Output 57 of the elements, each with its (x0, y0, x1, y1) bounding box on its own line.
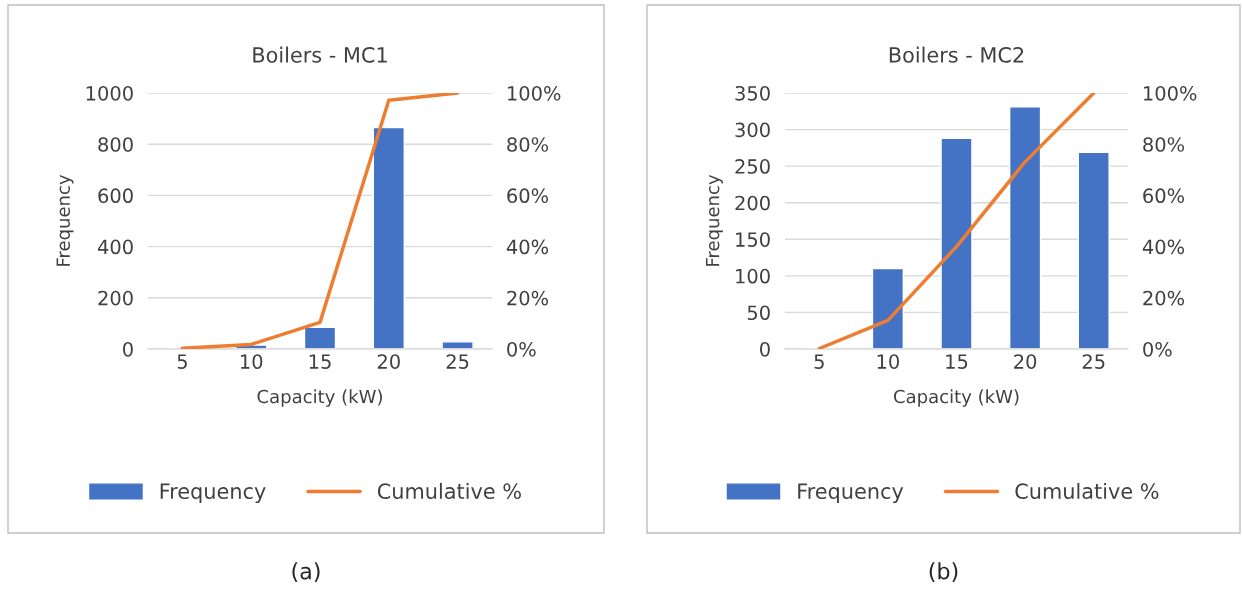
y-tick-label: 400 (97, 239, 133, 255)
y-tick-label: 0 (760, 341, 770, 357)
x-tick-label: 25 (1082, 354, 1105, 369)
x-tick-label: 15 (946, 354, 968, 369)
bar (940, 137, 973, 349)
bar (1077, 151, 1110, 349)
legend-label: Frequency (798, 483, 904, 504)
y2-tick-label: 80% (1143, 137, 1185, 152)
y-tick-label: 0 (123, 341, 133, 357)
y-tick-label: 200 (735, 195, 770, 211)
x-tick-label: 5 (814, 354, 824, 369)
text: (a) (292, 562, 320, 583)
bar (303, 326, 337, 349)
line-series (180, 93, 460, 349)
bar (441, 341, 474, 349)
x-tick-label: 15 (309, 354, 331, 369)
y2-tick-label: 60% (1143, 188, 1185, 204)
y2-tick-label: 80% (507, 137, 549, 152)
x-tick-label: 10 (877, 354, 899, 369)
chart-title: Boilers - MC2 (889, 46, 1024, 63)
y-tick-label: 50 (747, 305, 770, 321)
y-tick-label: 1000 (86, 85, 133, 101)
y-tick-label: 350 (735, 85, 770, 101)
x-tick-label: 20 (1014, 354, 1037, 369)
y-tick-label: 250 (735, 159, 770, 174)
x-tick-label: 25 (446, 354, 469, 369)
x-tick-label: 20 (377, 354, 400, 369)
y2-tick-label: 60% (507, 188, 549, 204)
y2-tick-label: 0% (1143, 341, 1172, 357)
y-tick-label: 800 (98, 137, 133, 152)
x-tick-label: 5 (177, 354, 187, 369)
legend-label: Frequency (160, 483, 266, 504)
x-axis-title: Capacity (kW) (893, 389, 1019, 407)
legend-label: Cumulative % (1015, 482, 1159, 500)
text: (b) (929, 562, 958, 583)
chart-title: Boilers - MC1 (253, 46, 387, 63)
y-axis-title: Frequency (705, 174, 723, 266)
y2-tick-label: 100% (508, 85, 561, 101)
bar (372, 126, 405, 349)
legend-label: Cumulative % (377, 482, 521, 500)
bar (871, 267, 905, 349)
y2-tick-label: 100% (1144, 85, 1197, 101)
y-tick-label: 300 (735, 122, 770, 138)
y-axis-title: Frequency (56, 174, 74, 266)
line-series (817, 93, 1096, 349)
y2-tick-label: 40% (506, 239, 549, 255)
y-tick-label: 200 (98, 290, 133, 306)
y2-tick-label: 20% (507, 290, 549, 306)
bar (1008, 106, 1042, 349)
x-tick-label: 10 (240, 354, 263, 369)
x-axis-title: Capacity (kW) (257, 389, 382, 407)
y-tick-label: 100 (736, 268, 770, 284)
y2-tick-label: 0% (507, 341, 536, 357)
y-tick-label: 150 (736, 232, 770, 247)
y-tick-label: 600 (98, 188, 133, 204)
y2-tick-label: 20% (1143, 290, 1185, 306)
y2-tick-label: 40% (1142, 239, 1185, 255)
